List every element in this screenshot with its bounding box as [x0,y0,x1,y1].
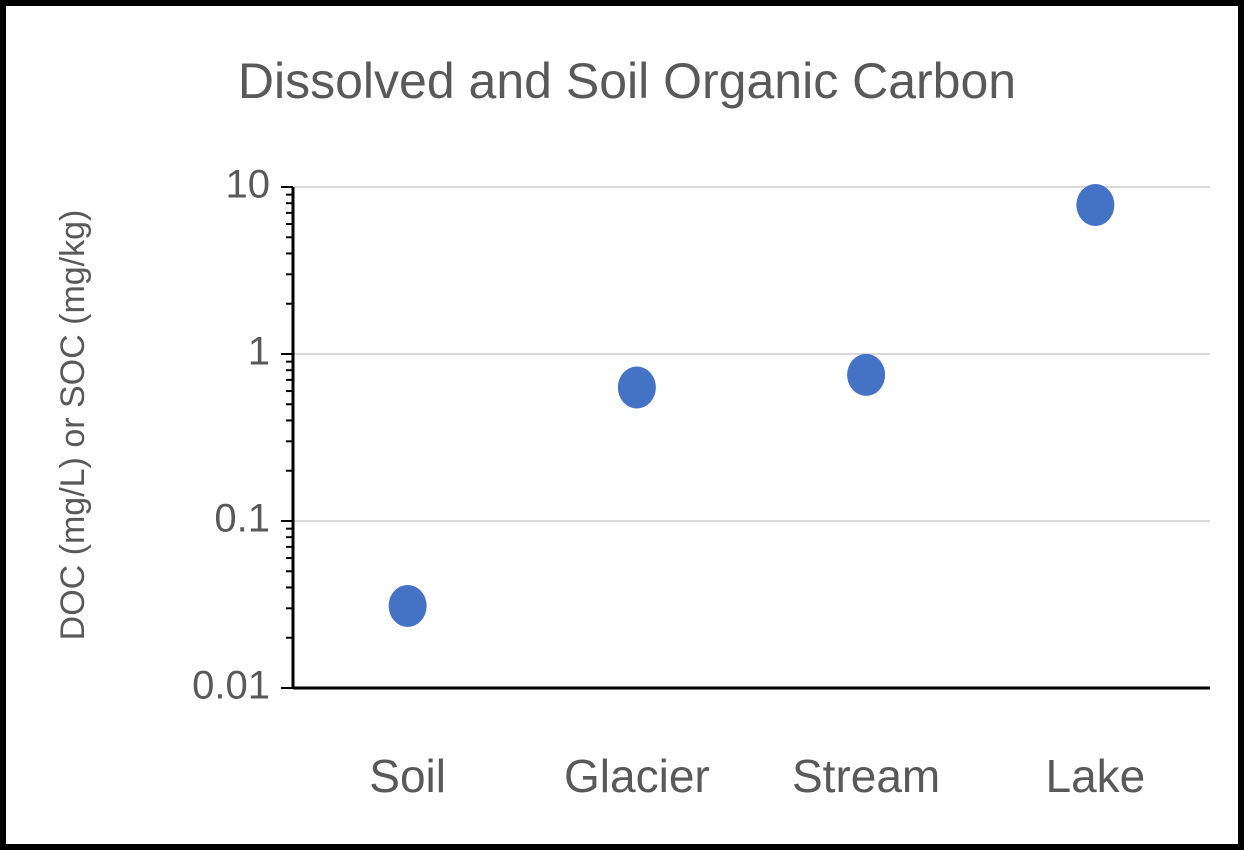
y-tick-label: 1 [248,330,270,374]
x-tick-label: Lake [1046,750,1146,802]
x-tick-label: Stream [792,750,940,802]
marker [1076,184,1115,227]
marker [847,353,886,396]
chart-title: Dissolved and Soil Organic Carbon [238,53,1016,109]
x-tick-label: Glacier [564,750,710,802]
y-axis-label: DOC (mg/L) or SOC (mg/kg) [54,210,92,641]
marker [617,366,656,409]
y-tick-label: 0.1 [214,497,270,541]
y-tick-label: 10 [226,163,271,207]
x-tick-label: Soil [369,750,446,802]
y-tick-label: 0.01 [192,664,270,708]
marker [388,584,427,627]
